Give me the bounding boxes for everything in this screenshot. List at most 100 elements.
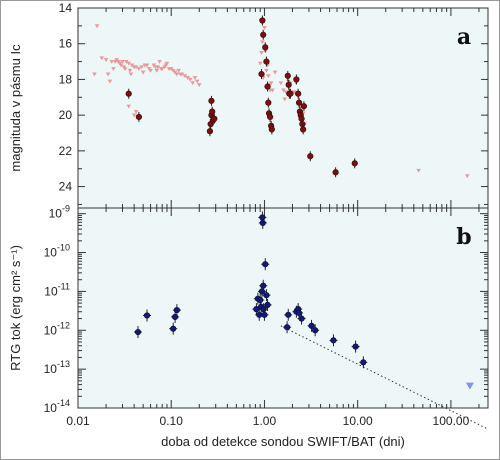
- panel-a-limit-point: [260, 40, 265, 45]
- panel-a-point: [298, 115, 305, 122]
- panel-b-point: [170, 325, 177, 332]
- panel-b-point: [330, 337, 337, 344]
- panel-a-point: [299, 120, 306, 128]
- panel-b-point: [134, 328, 142, 336]
- panel-a-point: [307, 153, 314, 160]
- panel-b-letter: b: [456, 224, 471, 250]
- panel-a-ytick-label: 18: [59, 72, 73, 86]
- panel-a-y-axis: 14 16 18 20 22 24: [59, 1, 488, 205]
- panel-a-letter: a: [457, 24, 471, 50]
- panel-b-ytick-label: 10-13: [44, 359, 70, 376]
- panel-a-point: [258, 70, 265, 78]
- panel-a-limit-point: [196, 83, 202, 88]
- panel-b-point: [260, 282, 267, 289]
- panel-b-point: [352, 343, 359, 350]
- panel-a-limit-point: [126, 104, 132, 109]
- panel-a-ytick-label: 24: [59, 180, 73, 194]
- panel-a-limit-point: [140, 70, 146, 75]
- panel-b-point: [360, 359, 367, 366]
- panel-a-point: [260, 31, 267, 38]
- panel-a-point: [209, 108, 216, 115]
- panel-a-limit-point: [278, 81, 284, 86]
- panel-a-point: [300, 126, 307, 133]
- panel-a-limit-point: [94, 24, 100, 29]
- panel-a-point: [206, 128, 214, 135]
- panel-a-limit-point: [111, 67, 116, 72]
- panel-a-limit-point: [257, 61, 263, 66]
- panel-b-ytick-label: 10-11: [44, 281, 70, 298]
- panel-a-point: [351, 160, 358, 167]
- panel-a-limit-point: [148, 68, 153, 73]
- panel-b-xtick-label: 100.00: [433, 414, 470, 428]
- panel-a-limit-point: [139, 65, 144, 70]
- panel-a-ytick-label: 22: [59, 144, 73, 158]
- panel-a-limit-point: [164, 61, 170, 66]
- panel-b-point: [258, 288, 266, 295]
- panel-a-point: [208, 97, 215, 104]
- panel-b-point: [284, 324, 291, 331]
- panel-a-limit-point: [272, 70, 278, 75]
- panel-a-limit-point: [192, 76, 198, 80]
- panel-a-limit-point: [105, 72, 111, 77]
- panel-a-limit-point: [270, 88, 275, 93]
- panel-a-limit-point: [283, 90, 289, 95]
- panel-a-limit-point: [264, 68, 269, 73]
- panel-b-marks: [133, 211, 487, 429]
- panel-a-point: [287, 90, 294, 97]
- panel-a-limit-point: [103, 58, 109, 63]
- panel-a-limit-point: [133, 65, 139, 70]
- panel-a-point: [262, 44, 269, 51]
- panel-a-marks: [92, 15, 470, 179]
- panel-b-ytick-label: 10-9: [49, 204, 70, 221]
- panel-a-limit-point: [133, 109, 139, 114]
- panel-a-x-ticks: [77, 8, 480, 208]
- panel-a-limit-point: [124, 59, 129, 64]
- panel-a-limit-point: [259, 51, 264, 55]
- panel-a-limit-point: [282, 97, 288, 102]
- panel-a-limit-point: [281, 88, 286, 93]
- panel-a-limit-point: [155, 65, 161, 70]
- panel-a-limit-point: [268, 81, 274, 86]
- panel-b-ytick-label: 10-14: [44, 398, 70, 415]
- panel-a-limit-point: [107, 79, 113, 84]
- panel-a-point: [293, 76, 300, 83]
- panel-a-limit-point: [174, 72, 180, 77]
- panel-b-xtick-label: 0.01: [66, 414, 90, 428]
- panel-b-xtick-label: 1.00: [253, 414, 277, 428]
- panel-b-point: [263, 292, 270, 299]
- panel-a-limit-point: [157, 59, 162, 64]
- panel-b-ytick-label: 10-10: [44, 243, 70, 260]
- panel-a-point: [284, 72, 291, 79]
- panel-b-x-axis: 0.01 0.10 1.00 10.00 100.00: [66, 208, 480, 428]
- panel-a-ytick-label: 16: [59, 37, 73, 51]
- panel-a-limit-point: [159, 67, 165, 72]
- panel-a-point: [264, 83, 271, 90]
- panel-b-point: [295, 309, 303, 316]
- panel-a-limit-point: [120, 59, 125, 64]
- panel-b: RTG tok (erg cm² s⁻¹) b 10-9 10-10 10-11 10…: [8, 204, 489, 449]
- panel-a-point: [295, 90, 302, 97]
- panel-b-xlabel: doba od detekce sondou SWIFT/BAT (dni): [161, 434, 405, 449]
- panel-a-ytick-label: 20: [59, 108, 73, 122]
- panel-b-point: [312, 327, 319, 334]
- panel-b-point: [298, 315, 305, 322]
- panel-b-point: [285, 311, 292, 318]
- panel-a-limit-point: [131, 113, 137, 118]
- panel-b-point: [143, 312, 151, 319]
- panel-b-xtick-label: 10.00: [343, 414, 373, 428]
- panel-a-limit-point: [92, 72, 97, 77]
- panel-a-limit-point: [122, 67, 128, 72]
- panel-a-point: [265, 99, 272, 106]
- panel-a-background: [77, 7, 489, 209]
- panel-b-point: [308, 322, 315, 329]
- panel-a-limit-point: [99, 56, 105, 61]
- panel-b-point: [173, 307, 180, 314]
- panel-a-point: [125, 90, 132, 97]
- panel-a-point: [211, 115, 218, 122]
- panel-a-limit-point: [262, 26, 267, 30]
- panel-b-upper-limit: [465, 382, 474, 390]
- panel-a-limit-point: [154, 68, 160, 73]
- panel-b-ylabel: RTG tok (erg cm² s⁻¹): [8, 245, 23, 371]
- panel-a-limit-point: [187, 77, 193, 82]
